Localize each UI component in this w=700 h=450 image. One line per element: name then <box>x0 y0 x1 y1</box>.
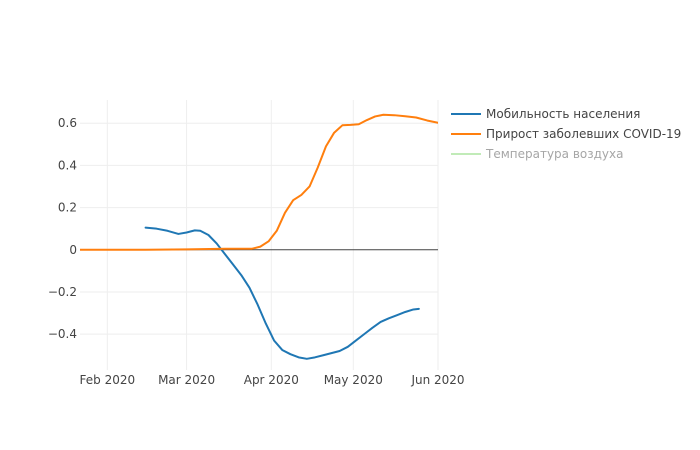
y-axis-ticks: 0.6 0.4 0.2 0 −0.2 −0.4 <box>48 116 77 341</box>
legend-label: Прирост заболевших COVID-19 <box>486 127 681 141</box>
legend[interactable]: Мобильность населения Прирост заболевших … <box>451 107 681 161</box>
y-tick-label: 0.2 <box>58 201 77 215</box>
x-tick-label: Feb 2020 <box>80 373 136 387</box>
y-tick-label: 0.4 <box>58 158 77 172</box>
x-tick-label: Apr 2020 <box>244 373 299 387</box>
y-tick-label: 0 <box>69 243 77 257</box>
y-tick-label: 0.6 <box>58 116 77 130</box>
series-layer <box>80 113 438 360</box>
x-tick-label: Mar 2020 <box>158 373 215 387</box>
x-tick-label: Jun 2020 <box>410 373 464 387</box>
series-line-1[interactable] <box>144 226 420 360</box>
x-axis-ticks: Feb 2020 Mar 2020 Apr 2020 May 2020 Jun 2020 <box>80 373 465 387</box>
x-tick-label: May 2020 <box>324 373 383 387</box>
legend-item-2[interactable]: Прирост заболевших COVID-19 <box>451 127 681 141</box>
grid <box>80 100 439 370</box>
series-line-2[interactable] <box>80 113 438 251</box>
legend-item-1[interactable]: Мобильность населения <box>451 107 640 121</box>
legend-label: Мобильность населения <box>486 107 640 121</box>
y-tick-label: −0.4 <box>48 327 77 341</box>
y-tick-label: −0.2 <box>48 285 77 299</box>
legend-label: Температура воздуха <box>485 147 624 161</box>
legend-item-3[interactable]: Температура воздуха <box>451 147 624 161</box>
